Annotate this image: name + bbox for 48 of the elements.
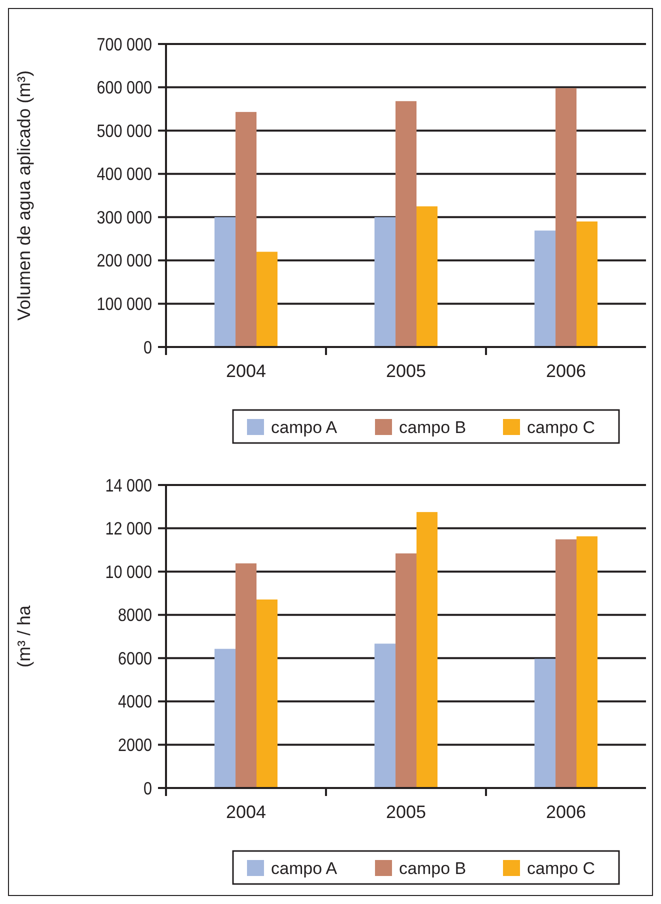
y-tick-label: 14 000	[105, 475, 152, 496]
y-tick-label: 0	[144, 337, 152, 358]
y-axis-title: (m³ / ha	[14, 604, 34, 668]
bar	[396, 553, 416, 788]
y-tick-label: 300 000	[96, 207, 152, 228]
bar	[416, 206, 438, 347]
bar	[374, 217, 396, 347]
bar	[236, 112, 256, 347]
y-tick-label: 6000	[118, 648, 152, 669]
x-tick-label: 2006	[546, 361, 586, 381]
bar	[374, 644, 396, 788]
y-tick-label: 400 000	[96, 164, 152, 184]
x-tick-label: 2005	[386, 361, 426, 381]
y-tick-label: 600 000	[96, 77, 152, 98]
legend-label: campo A	[271, 418, 338, 437]
y-tick-label: 2000	[118, 734, 152, 756]
y-tick-label: 8000	[118, 604, 152, 626]
bar	[214, 648, 236, 788]
x-tick-label: 2005	[386, 802, 426, 822]
bar	[534, 658, 556, 788]
bar	[256, 252, 278, 347]
y-tick-label: 700 000	[96, 34, 152, 55]
x-tick-label: 2004	[226, 802, 266, 822]
legend-label: campo C	[527, 859, 596, 878]
bar	[416, 512, 438, 788]
bar	[576, 536, 598, 788]
bar	[214, 217, 236, 347]
x-tick-label: 2004	[226, 361, 266, 381]
bar	[534, 230, 556, 347]
bar	[396, 101, 416, 347]
legend-label: campo A	[271, 859, 338, 878]
y-tick-label: 4000	[118, 692, 152, 712]
y-tick-label: 0	[144, 778, 152, 799]
bar	[236, 563, 256, 788]
x-tick-label: 2006	[546, 802, 586, 822]
bar	[556, 539, 576, 788]
y-tick-label: 500 000	[96, 120, 152, 142]
legend-label: campo B	[399, 418, 466, 437]
bar	[256, 599, 278, 788]
y-tick-label: 100 000	[96, 294, 152, 314]
y-tick-label: 200 000	[96, 250, 152, 272]
y-tick-label: 12 000	[105, 518, 152, 539]
y-tick-label: 10 000	[105, 562, 152, 582]
legend-label: campo B	[399, 859, 466, 878]
legend-label: campo C	[527, 418, 596, 437]
y-axis-title: Volumen de agua aplicado (m³)	[14, 70, 34, 321]
bar	[576, 221, 598, 347]
bar	[556, 88, 576, 347]
